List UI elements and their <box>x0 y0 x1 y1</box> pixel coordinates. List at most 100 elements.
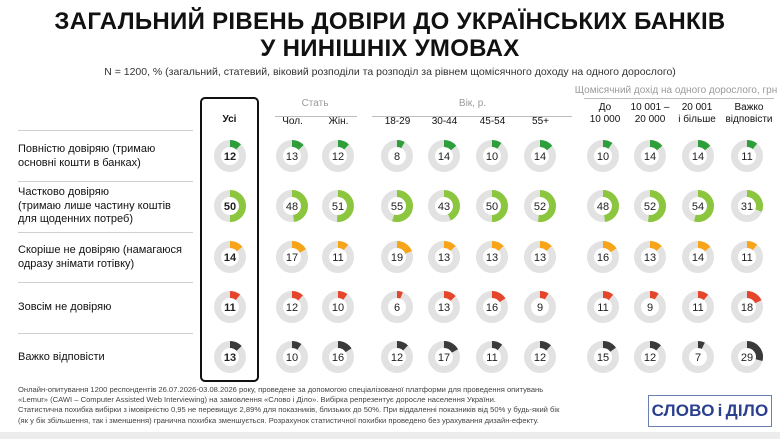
donut-distrust-age55: 9 <box>524 291 556 323</box>
donut-rather_distrust-female: 11 <box>322 241 354 273</box>
footer-line: Статистична похибка вибірки з імовірніст… <box>18 405 560 415</box>
donut-rather_distrust-all: 14 <box>214 241 246 273</box>
donut-value-label: 50 <box>224 201 236 213</box>
donut-hard_to_say-female: 16 <box>322 341 354 373</box>
donut-value-arc <box>697 291 709 301</box>
donut-value-arc <box>396 341 408 351</box>
donut-distrust-all: 11 <box>214 291 246 323</box>
donut-value-label: 12 <box>224 151 236 163</box>
donut-value-label: 6 <box>394 302 400 314</box>
footer-line: «Lemur» (CAWI – Computer Assisted Web In… <box>18 395 496 405</box>
donut-value-label: 13 <box>224 352 236 364</box>
donut-value-arc <box>229 241 243 252</box>
col-header-income-1: До 10 000 <box>589 102 621 125</box>
donut-value-arc <box>602 341 616 353</box>
donut-value-label: 14 <box>438 151 450 163</box>
donut-fully_trust-inc1: 10 <box>587 140 619 172</box>
donut-value-arc <box>491 190 508 222</box>
chart-subtitle: N = 1200, % (загальний, статевий, вікови… <box>104 66 676 78</box>
donut-value-label: 55 <box>391 201 403 213</box>
footer-line: Онлайн-опитування 1200 респондентів 26.0… <box>18 385 544 394</box>
donut-value-label: 51 <box>332 201 344 213</box>
donut-value-arc <box>337 341 352 353</box>
row-label-line: Скоріше не довіряю (намагаюся <box>18 244 183 256</box>
donut-value-arc <box>647 190 666 222</box>
donut-value-arc <box>291 241 307 253</box>
row-divider <box>18 282 193 283</box>
all-respondents-highlight-box <box>200 97 259 382</box>
donut-value-arc <box>649 291 659 300</box>
row-divider <box>18 232 193 233</box>
donut-partly_trust-age45_54: 50 <box>476 190 508 222</box>
row-label-line: Зовсім не довіряю <box>18 301 112 313</box>
donut-hard_to_say-inc2: 12 <box>634 341 666 373</box>
donut-value-label: 13 <box>486 252 498 264</box>
donut-fully_trust-age45_54: 10 <box>476 140 508 172</box>
footer-line: (як у бік збільшення, так і зменшення) г… <box>18 415 539 425</box>
donut-value-arc <box>443 341 459 353</box>
donut-value-arc <box>649 241 662 252</box>
donut-value-arc <box>694 190 714 222</box>
row-divider <box>18 130 193 131</box>
donut-distrust-age45_54: 16 <box>476 291 508 323</box>
donut-partly_trust-male: 48 <box>276 190 308 222</box>
donut-value-arc <box>697 140 711 151</box>
donut-value-label: 10 <box>597 151 609 163</box>
donut-value-arc <box>337 291 348 300</box>
donut-value-label: 13 <box>644 252 656 264</box>
col-header-age-55: 55+ <box>532 116 549 127</box>
col-header-income-3: 20 001 і більше <box>678 102 716 125</box>
donut-value-label: 14 <box>644 151 656 163</box>
donut-partly_trust-inc2: 52 <box>634 190 666 222</box>
donut-value-label: 31 <box>741 201 753 213</box>
donut-value-label: 12 <box>391 352 403 364</box>
donut-hard_to_say-age18_29: 12 <box>381 341 413 373</box>
donut-value-label: 43 <box>438 201 450 213</box>
donut-fully_trust-female: 12 <box>322 140 354 172</box>
group-age-line <box>372 116 572 117</box>
donut-value-label: 14 <box>692 252 704 264</box>
slovo-i-dilo-logo[interactable]: СЛОВО і ДІЛО <box>648 395 772 427</box>
col-header-age-45-54: 45-54 <box>479 116 506 127</box>
donut-value-arc <box>539 341 551 351</box>
donut-partly_trust-age30_44: 43 <box>428 190 460 222</box>
donut-value-label: 12 <box>644 352 656 364</box>
donut-partly_trust-age55: 52 <box>524 190 556 222</box>
title-line-2: У НИНІШНІХ УМОВАХ <box>260 35 520 62</box>
donut-partly_trust-inc3: 54 <box>682 190 714 222</box>
group-income-line <box>584 98 774 99</box>
donut-value-label: 50 <box>486 201 498 213</box>
donut-rather_distrust-age30_44: 13 <box>428 241 460 273</box>
donut-value-label: 48 <box>286 201 298 213</box>
donut-value-label: 11 <box>332 252 343 264</box>
donut-value-label: 16 <box>486 302 498 314</box>
donut-value-label: 14 <box>692 151 704 163</box>
donut-value-label: 54 <box>692 201 704 213</box>
donut-value-arc <box>746 291 762 304</box>
row-label-line: для щоденних потреб) <box>18 213 133 225</box>
donut-hard_to_say-inc4: 29 <box>731 341 763 373</box>
group-income-label: Щомісячний дохід на одного дорослого, гр… <box>574 85 778 96</box>
col-header-income-4: Важко відповісти <box>725 102 773 125</box>
donut-value-arc <box>396 241 412 254</box>
donut-value-arc <box>539 140 553 151</box>
donut-value-arc <box>746 140 758 150</box>
donut-value-label: 18 <box>741 302 753 314</box>
donut-value-arc <box>396 140 405 149</box>
col-header-female: Жін. <box>328 116 349 127</box>
donut-value-label: 19 <box>391 252 403 264</box>
donut-value-arc <box>229 140 241 150</box>
donut-hard_to_say-age55: 12 <box>524 341 556 373</box>
donut-value-arc <box>291 190 308 222</box>
donut-distrust-inc2: 9 <box>634 291 666 323</box>
row-divider <box>18 181 193 182</box>
donut-value-label: 9 <box>537 302 543 314</box>
donut-hard_to_say-inc1: 15 <box>587 341 619 373</box>
donut-fully_trust-inc3: 14 <box>682 140 714 172</box>
donut-hard_to_say-all: 13 <box>214 341 246 373</box>
donut-value-arc <box>697 341 705 349</box>
donut-value-arc <box>491 291 506 303</box>
donut-value-label: 13 <box>534 252 546 264</box>
donut-distrust-age30_44: 13 <box>428 291 460 323</box>
